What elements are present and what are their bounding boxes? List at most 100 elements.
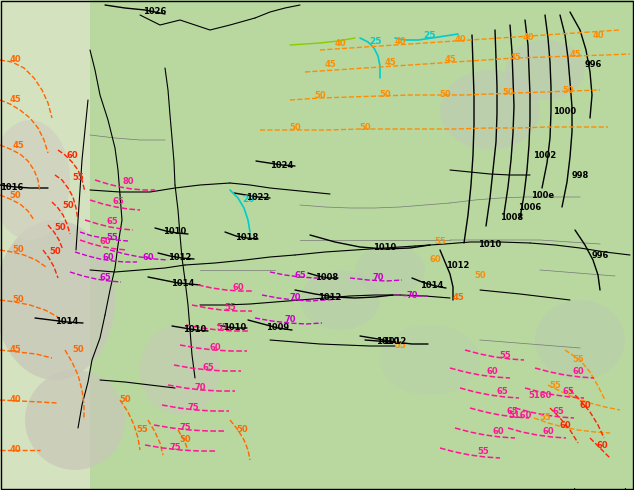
Text: 1010: 1010	[183, 325, 207, 335]
Text: 45: 45	[9, 345, 21, 354]
Text: 60: 60	[486, 368, 498, 376]
Text: 1018: 1018	[235, 234, 259, 243]
Text: 1014: 1014	[420, 280, 444, 290]
Text: 50: 50	[502, 89, 514, 98]
Ellipse shape	[355, 245, 425, 295]
Text: 55: 55	[477, 447, 489, 457]
Text: 40: 40	[454, 35, 466, 45]
Text: 45: 45	[569, 50, 581, 59]
Ellipse shape	[300, 270, 380, 330]
Text: 5160: 5160	[508, 411, 532, 419]
Text: 65: 65	[562, 388, 574, 396]
Text: 50: 50	[72, 345, 84, 354]
Text: 55: 55	[394, 341, 406, 349]
Text: 55: 55	[499, 350, 511, 360]
Text: 1010: 1010	[479, 241, 501, 249]
Text: 1008: 1008	[500, 214, 524, 222]
Text: 40: 40	[9, 445, 21, 455]
Text: 55: 55	[572, 356, 584, 365]
Text: 45: 45	[509, 53, 521, 63]
Text: 45: 45	[12, 141, 24, 149]
Bar	[0, 0, 90, 490]
Text: 65: 65	[202, 364, 214, 372]
Text: 75: 75	[187, 403, 199, 413]
Text: 70: 70	[194, 384, 206, 392]
Ellipse shape	[25, 370, 125, 470]
Text: 50: 50	[12, 295, 24, 304]
Text: 40: 40	[334, 40, 346, 49]
Text: 1010: 1010	[373, 244, 397, 252]
Text: 1002: 1002	[533, 150, 557, 160]
Text: 65: 65	[496, 388, 508, 396]
Text: 70: 70	[284, 316, 295, 324]
Text: 75: 75	[179, 423, 191, 433]
Text: 60: 60	[429, 255, 441, 265]
Ellipse shape	[140, 325, 220, 415]
Text: 100е: 100е	[531, 191, 555, 199]
Text: 65: 65	[294, 270, 306, 279]
Text: 50: 50	[119, 395, 131, 405]
Text: 60: 60	[542, 427, 554, 437]
Text: 50: 50	[314, 92, 326, 100]
Text: 1006: 1006	[519, 203, 541, 213]
Text: 55: 55	[224, 303, 236, 313]
Text: 75: 75	[169, 443, 181, 452]
Text: 50: 50	[49, 247, 61, 256]
Text: 20: 20	[242, 196, 254, 204]
Text: 60: 60	[99, 238, 111, 246]
Text: 55: 55	[539, 414, 551, 422]
Text: 60: 60	[142, 253, 154, 263]
Text: 55: 55	[216, 323, 228, 333]
Text: Theta-e 850hPa [°C] ECMWF: Theta-e 850hPa [°C] ECMWF	[4, 488, 191, 490]
Text: 55: 55	[72, 173, 84, 182]
Text: 40: 40	[9, 395, 21, 405]
Text: 50: 50	[179, 436, 191, 444]
Text: 50: 50	[359, 123, 371, 132]
Text: 25: 25	[369, 38, 381, 47]
Text: 60: 60	[579, 400, 591, 410]
Text: 70: 70	[372, 273, 384, 283]
Text: 55: 55	[136, 425, 148, 435]
Text: 50: 50	[236, 425, 248, 435]
Text: 40: 40	[522, 33, 534, 43]
Ellipse shape	[380, 325, 480, 395]
Text: 50: 50	[9, 191, 21, 199]
Ellipse shape	[0, 120, 70, 240]
Text: 65: 65	[112, 197, 124, 206]
Text: 45: 45	[384, 58, 396, 68]
Text: 70: 70	[406, 291, 418, 299]
Text: 50: 50	[379, 91, 391, 99]
Text: 40: 40	[9, 55, 21, 65]
Text: 1010: 1010	[164, 227, 186, 237]
Text: 1024: 1024	[270, 161, 294, 170]
Text: 1012: 1012	[384, 338, 406, 346]
Text: 50: 50	[289, 123, 301, 132]
Text: 1012: 1012	[318, 294, 342, 302]
Text: 25: 25	[424, 31, 436, 41]
Text: 45: 45	[324, 60, 336, 70]
Text: 1010: 1010	[223, 323, 247, 333]
Text: 40: 40	[394, 38, 406, 47]
Text: 70: 70	[289, 294, 301, 302]
Text: 60: 60	[66, 150, 78, 160]
Text: 996: 996	[585, 60, 602, 70]
Text: 1008: 1008	[316, 272, 339, 281]
Text: 60: 60	[573, 368, 584, 376]
Text: 45: 45	[9, 96, 21, 104]
Text: 50: 50	[62, 200, 74, 210]
Text: 60: 60	[559, 420, 571, 430]
Text: 80: 80	[122, 177, 134, 187]
Ellipse shape	[535, 300, 625, 380]
Ellipse shape	[505, 40, 585, 100]
Text: Su 09-06-2024 12:00 UTC (00+108): Su 09-06-2024 12:00 UTC (00+108)	[390, 488, 630, 490]
Ellipse shape	[0, 220, 115, 380]
Text: 65: 65	[99, 273, 111, 283]
Text: 1000: 1000	[553, 107, 576, 117]
Text: 55: 55	[106, 234, 118, 243]
Text: 1009: 1009	[266, 323, 290, 333]
Text: 65: 65	[552, 408, 564, 416]
Text: 55: 55	[549, 381, 561, 390]
Text: 1012: 1012	[446, 261, 470, 270]
Text: 60: 60	[209, 343, 221, 352]
Text: 55: 55	[434, 238, 446, 246]
